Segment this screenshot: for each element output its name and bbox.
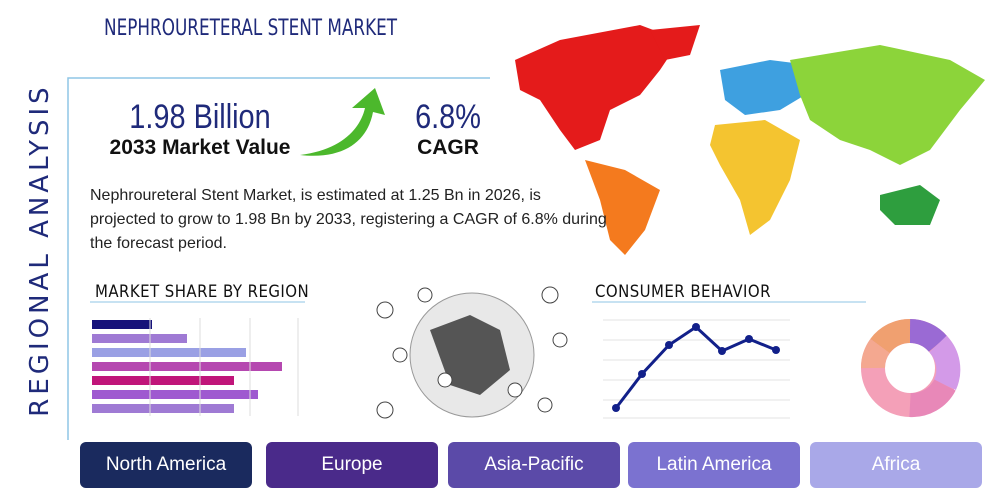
market-value: 1.98 Billion <box>129 98 271 136</box>
region-button[interactable]: North America <box>80 442 252 488</box>
cagr: 6.8% <box>415 98 481 136</box>
market-value-label: 2033 Market Value <box>109 136 291 159</box>
side-label: REGIONAL ANALYSIS <box>25 83 55 417</box>
region-button[interactable]: Europe <box>266 442 438 488</box>
region-button[interactable]: Asia-Pacific <box>448 442 620 488</box>
region-button[interactable]: Africa <box>810 442 982 488</box>
section-title: CONSUMER BEHAVIOR <box>595 282 771 302</box>
description: Nephroureteral Stent Market, is estimate… <box>90 187 607 252</box>
title: NEPHROURETERAL STENT MARKET <box>104 16 398 41</box>
section-title: MARKET SHARE BY REGION <box>95 282 310 302</box>
cagr-label: CAGR <box>417 136 479 159</box>
region-button[interactable]: Latin America <box>628 442 800 488</box>
